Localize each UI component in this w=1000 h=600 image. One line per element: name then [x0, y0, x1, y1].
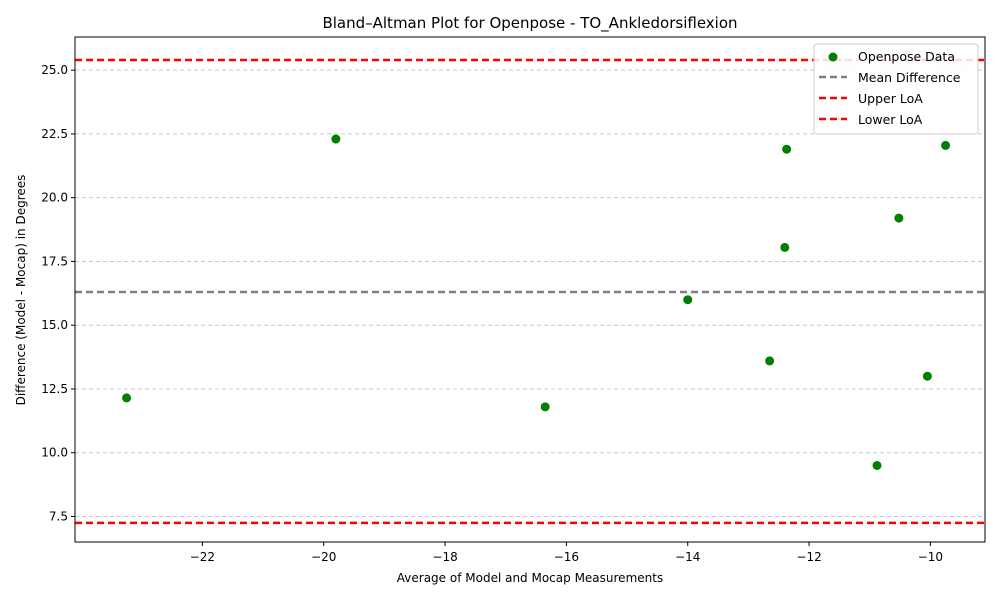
x-tick-label: −20 — [311, 550, 336, 564]
data-points — [122, 134, 951, 470]
legend-frame — [813, 43, 979, 135]
y-tick-label: 15.0 — [41, 318, 68, 332]
data-point — [922, 371, 932, 381]
plot-area-frame — [74, 36, 986, 543]
data-point — [894, 213, 904, 223]
y-tick-label: 17.5 — [41, 254, 68, 268]
data-point — [780, 242, 790, 252]
reference-lines — [75, 58, 985, 525]
data-point — [683, 295, 693, 305]
legend-label-upper-loa: Upper LoA — [858, 91, 923, 106]
chart-title: Bland–Altman Plot for Openpose - TO_Ankl… — [322, 14, 737, 33]
x-axis-title: Average of Model and Mocap Measurements — [397, 571, 663, 585]
data-point — [331, 134, 341, 144]
legend-marker-openpose-data — [828, 52, 838, 62]
x-tick-label: −12 — [796, 550, 821, 564]
x-tick-label: −22 — [190, 550, 215, 564]
grid-lines — [75, 69, 985, 517]
data-point — [122, 393, 132, 403]
y-tick-label: 22.5 — [41, 127, 68, 141]
legend-label-openpose-data: Openpose Data — [858, 49, 955, 64]
data-point — [765, 356, 775, 366]
y-tick-label: 25.0 — [41, 63, 68, 77]
data-point — [540, 402, 550, 412]
data-point — [872, 460, 882, 470]
x-tick-label: −16 — [554, 550, 579, 564]
y-tick-label: 20.0 — [41, 191, 68, 205]
legend-label-lower-loa: Lower LoA — [858, 112, 923, 127]
y-tick-label: 12.5 — [41, 382, 68, 396]
y-tick-label: 7.5 — [49, 509, 68, 523]
legend: Openpose Data Mean Difference Upper LoA … — [813, 43, 979, 135]
data-point — [941, 140, 951, 150]
legend-label-mean-difference: Mean Difference — [858, 70, 961, 85]
x-tick-label: −18 — [432, 550, 457, 564]
x-tick-label: −10 — [918, 550, 943, 564]
y-axis-title: Difference (Model - Mocap) in Degrees — [14, 175, 28, 406]
y-axis-ticks: 7.5 10.0 12.5 15.0 17.5 20.0 22.5 25.0 — [41, 63, 75, 523]
x-tick-label: −14 — [675, 550, 700, 564]
data-point — [782, 144, 792, 154]
x-axis-ticks: −22 −20 −18 −16 −14 −12 −10 — [190, 542, 943, 564]
y-tick-label: 10.0 — [41, 446, 68, 460]
